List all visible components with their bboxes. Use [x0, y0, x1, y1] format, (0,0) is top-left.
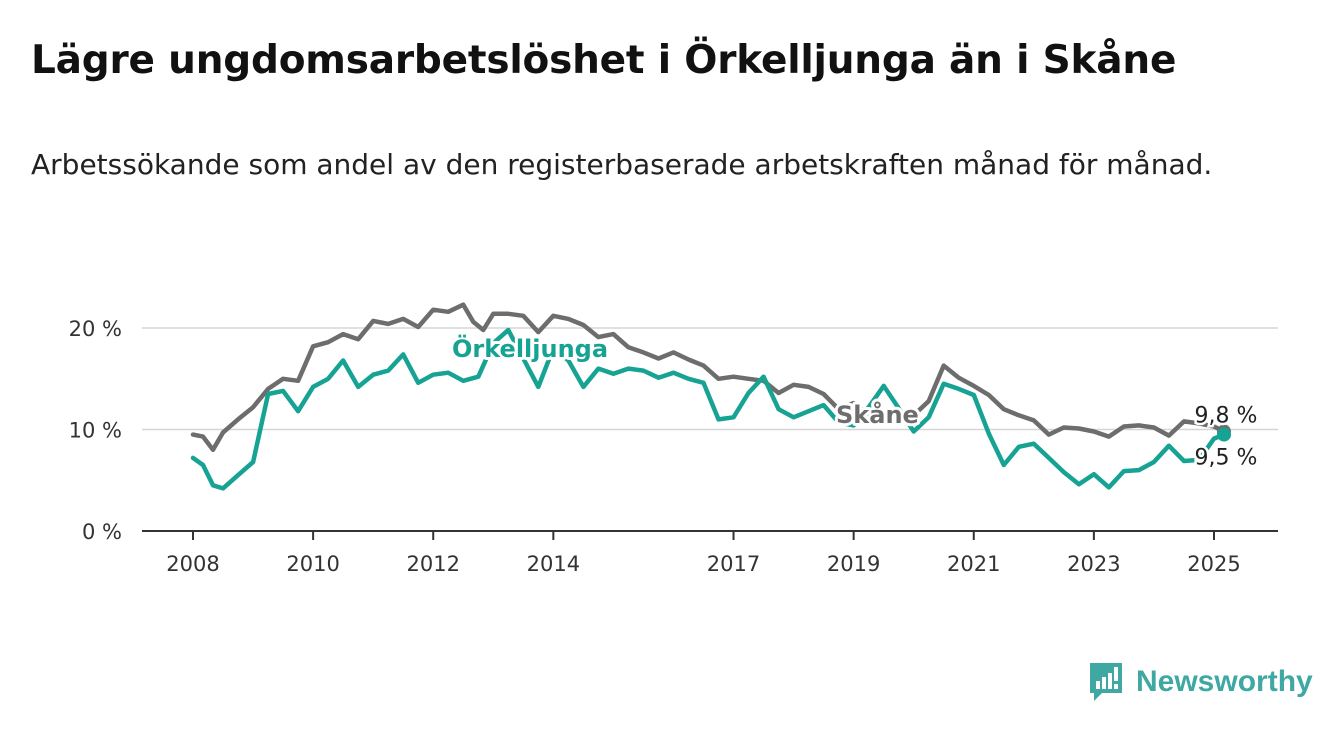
series-line--rkelljunga	[190, 327, 1227, 491]
end-value-label: 9,5 %	[1195, 446, 1258, 471]
end-value-label: 9,8 %	[1195, 404, 1258, 429]
y-tick-label: 10 %	[69, 419, 122, 443]
series-labels: Skåne 9,8 % Örkelljunga 9,5 %	[449, 330, 1260, 473]
series-end-point	[1216, 427, 1231, 442]
newsworthy-brand: Newsworthy	[1088, 660, 1313, 704]
x-tick-label: 2019	[827, 552, 880, 576]
x-tick-label: 2023	[1067, 552, 1120, 576]
chart-subtitle: Arbetssökande som andel av den registerb…	[31, 148, 1213, 181]
x-tick-label: 2017	[707, 552, 760, 576]
y-axis: 0 % 10 % 20 %	[69, 317, 122, 544]
series-line-sk-ne	[190, 302, 1227, 453]
series-label: Skåne	[836, 400, 919, 429]
gridlines	[142, 327, 1278, 532]
x-tick-label: 2010	[286, 552, 339, 576]
x-tick-label: 2021	[947, 552, 1000, 576]
brand-name: Newsworthy	[1136, 665, 1313, 698]
x-axis: 2008 2010 2012 2014 2017 2019 2021 2023 2025	[166, 531, 1241, 576]
newsworthy-logo-icon	[1090, 663, 1122, 701]
y-tick-label: 0 %	[82, 520, 122, 544]
x-tick-label: 2012	[407, 552, 460, 576]
x-tick-label: 2014	[527, 552, 580, 576]
x-tick-label: 2008	[166, 552, 219, 576]
series-label: Örkelljunga	[452, 333, 608, 363]
y-tick-label: 20 %	[69, 317, 122, 341]
chart-title: Lägre ungdomsarbetslöshet i Örkelljunga …	[31, 38, 1177, 83]
x-tick-label: 2025	[1187, 552, 1240, 576]
series-lines	[190, 302, 1231, 491]
